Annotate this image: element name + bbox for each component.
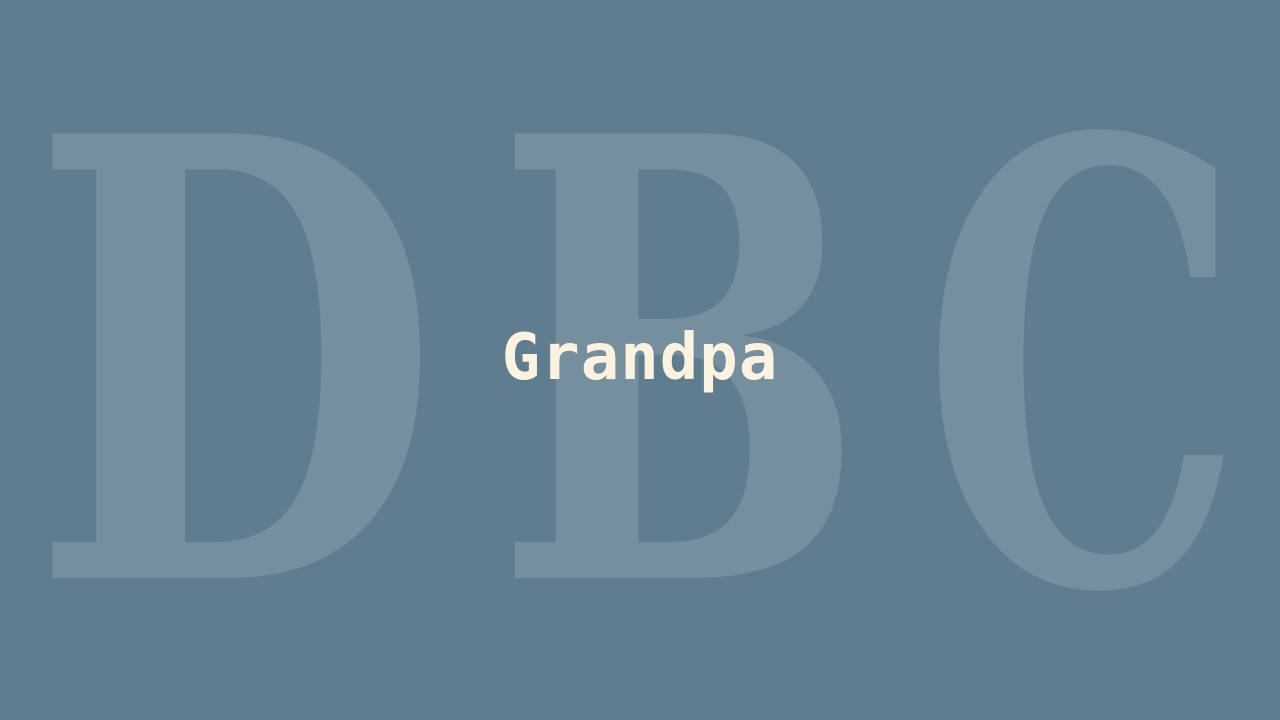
- page-title: Grandpa: [501, 321, 779, 395]
